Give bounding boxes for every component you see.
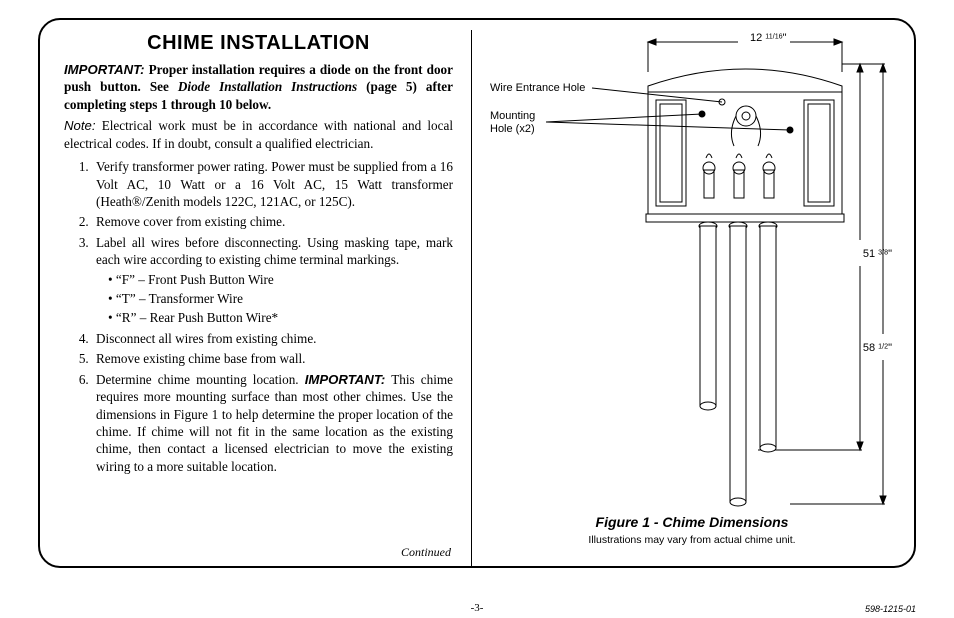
left-column: CHIME INSTALLATION IMPORTANT: Proper ins… — [40, 30, 472, 566]
right-column: 12 11/16" 51 3/8" 58 1/2" Wire Entrance … — [472, 30, 914, 566]
step-3c: “R” – Rear Push Button Wire* — [108, 309, 453, 326]
important-text-italic: Diode Installation Instructions — [178, 79, 357, 94]
note-block: Note: Electrical work must be in accorda… — [64, 117, 453, 152]
step-5: Remove existing chime base from wall. — [92, 350, 453, 367]
figure-diagram: 12 11/16" 51 3/8" 58 1/2" Wire Entrance … — [490, 30, 894, 508]
mount-hole-label-1: Mounting — [490, 110, 535, 122]
step-3b: “T” – Transformer Wire — [108, 290, 453, 307]
step-3a: “F” – Front Push Button Wire — [108, 271, 453, 288]
figure-note: Illustrations may vary from actual chime… — [490, 534, 894, 546]
page-title: CHIME INSTALLATION — [64, 32, 453, 55]
page-number: -3- — [0, 602, 954, 614]
dim-h2-label: 58 1/2" — [863, 342, 892, 354]
continued-label: Continued — [401, 545, 451, 560]
dim-width-label: 12 11/16" — [750, 32, 787, 44]
step-4: Disconnect all wires from existing chime… — [92, 330, 453, 347]
note-label: Note: — [64, 118, 96, 133]
step-1: Verify transformer power rating. Power m… — [92, 158, 453, 210]
step-3-sublist: “F” – Front Push Button Wire “T” – Trans… — [96, 271, 453, 327]
step-2: Remove cover from existing chime. — [92, 213, 453, 230]
step-6: Determine chime mounting location. IMPOR… — [92, 371, 453, 476]
step-3-text: Label all wires before disconnecting. Us… — [96, 235, 453, 267]
step-6-pre: Determine chime mounting location. — [96, 372, 305, 387]
figure-caption: Figure 1 - Chime Dimensions — [490, 514, 894, 530]
dim-h1-label: 51 3/8" — [863, 248, 892, 260]
important-block: IMPORTANT: Proper installation requires … — [64, 61, 453, 113]
columns: CHIME INSTALLATION IMPORTANT: Proper ins… — [40, 30, 914, 566]
step-6-post: This chime requires more mounting surfac… — [96, 372, 453, 474]
step-6-important-label: IMPORTANT: — [305, 372, 386, 387]
doc-number: 598-1215-01 — [865, 604, 916, 614]
wire-hole-label: Wire Entrance Hole — [490, 82, 585, 94]
mount-hole-label-2: Hole (x2) — [490, 123, 535, 135]
steps-list: Verify transformer power rating. Power m… — [64, 158, 453, 475]
step-3: Label all wires before disconnecting. Us… — [92, 234, 453, 327]
important-label: IMPORTANT: — [64, 62, 145, 77]
note-text: Electrical work must be in accordance wi… — [64, 118, 453, 150]
page-frame: CHIME INSTALLATION IMPORTANT: Proper ins… — [38, 18, 916, 568]
chime-svg — [490, 30, 890, 508]
